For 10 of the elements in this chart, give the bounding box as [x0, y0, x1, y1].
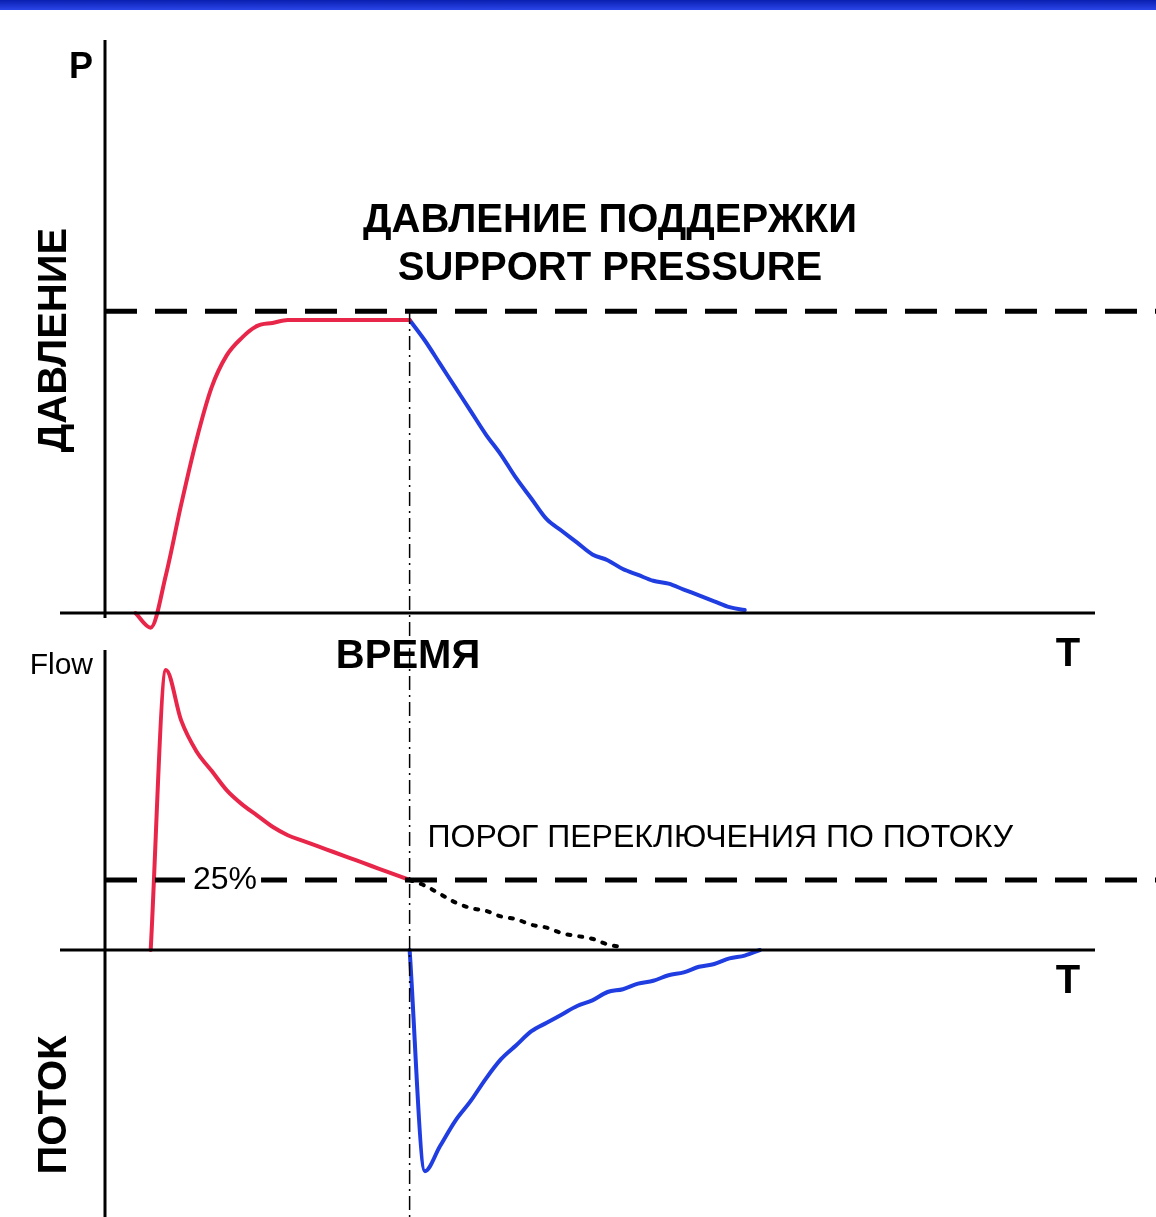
- y-axis-title: ДАВЛЕНИЕ: [30, 227, 75, 453]
- annotation: T: [1055, 957, 1081, 1002]
- ref-line-label: 25%: [193, 859, 258, 896]
- text: Flow: [29, 647, 94, 681]
- ref-line-label: ДАВЛЕНИЕ ПОДДЕРЖКИ SUPPORT PRESSURE: [363, 196, 857, 289]
- text: P: [68, 44, 93, 86]
- annotation: T: [1055, 629, 1081, 675]
- y-axis-title: ПОТОК: [30, 1035, 75, 1175]
- annotation: ПОРОГ ПЕРЕКЛЮЧЕНИЯ ПО ПОТОКУ: [427, 817, 1014, 854]
- x-axis-title: ВРЕМЯ: [335, 631, 481, 677]
